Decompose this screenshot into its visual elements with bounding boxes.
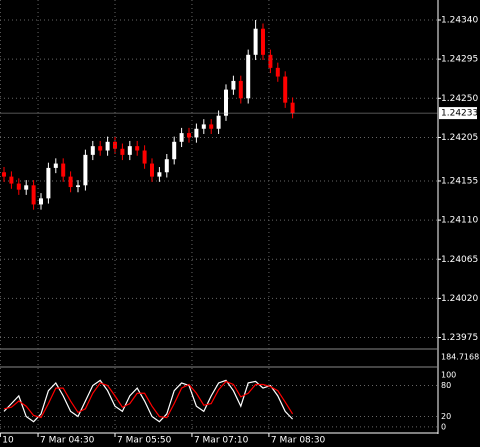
candle-body [231,80,236,90]
candle-body [24,185,29,190]
y-tick-label: 80 [441,381,451,390]
y-tick-label: 1.24065 [441,255,478,265]
x-tick-label: 7 Mar 07:10 [194,436,249,446]
candle-body [31,185,36,205]
candle-body [142,150,147,164]
candle-body [98,146,103,151]
y-tick-label: 1.24020 [441,294,478,304]
y-tick-label: 1.24250 [441,94,478,104]
y-tick-label: 1.24295 [441,55,478,65]
candle-body [187,133,191,138]
candle-body [164,159,169,173]
candle-body [46,167,51,199]
candle-body [261,28,265,55]
y-tick-label: 20 [441,412,451,421]
x-tick-label: 7 Mar 05:50 [117,436,172,446]
candle-body [68,176,73,188]
candle-body [179,133,184,142]
candle-body [120,148,125,155]
candle-body [268,54,273,68]
last-price-label: 1.24233 [441,109,478,119]
candle-body [90,146,95,155]
candle-body [216,115,221,129]
candle-body [135,146,140,151]
candle-body [127,146,132,155]
candle-body [53,163,58,168]
candle-body [290,102,295,114]
y-tick-label: 100 [441,371,456,380]
x-tick-label: 10 [2,436,14,446]
candle-body [224,89,228,116]
candle-body [283,76,288,103]
candle-body [209,124,214,129]
candle-body [201,124,206,129]
candle-body [39,198,43,205]
y-tick-label: 1.24340 [441,16,478,26]
x-tick-label: 7 Mar 08:30 [271,436,326,446]
candle-body [238,80,243,99]
candle-body [275,67,280,77]
candle-body [76,185,80,188]
candle-body [9,176,14,184]
candle-body [150,163,154,177]
y-tick-label: 1.24155 [441,176,478,186]
y-tick-label: 1.24205 [441,133,478,143]
candle-body [246,54,251,99]
candle-body [16,183,21,190]
candle-body [61,163,66,177]
candle-body [105,141,110,151]
panel-value: 184.7168 [441,353,479,362]
y-tick-label: 1.24110 [441,216,478,226]
x-tick-label: 7 Mar 04:30 [40,436,95,446]
y-tick-label: 0 [441,422,446,431]
candle-body [113,141,117,149]
candle-body [253,28,258,55]
candle-body [194,128,199,138]
candle-body [172,141,177,160]
stochastic-line [3,380,294,419]
candle-body [2,172,6,177]
last-price-box [439,107,477,120]
candle-body [83,154,88,186]
candle-body [157,172,162,177]
y-tick-label: 1.23975 [441,333,478,343]
